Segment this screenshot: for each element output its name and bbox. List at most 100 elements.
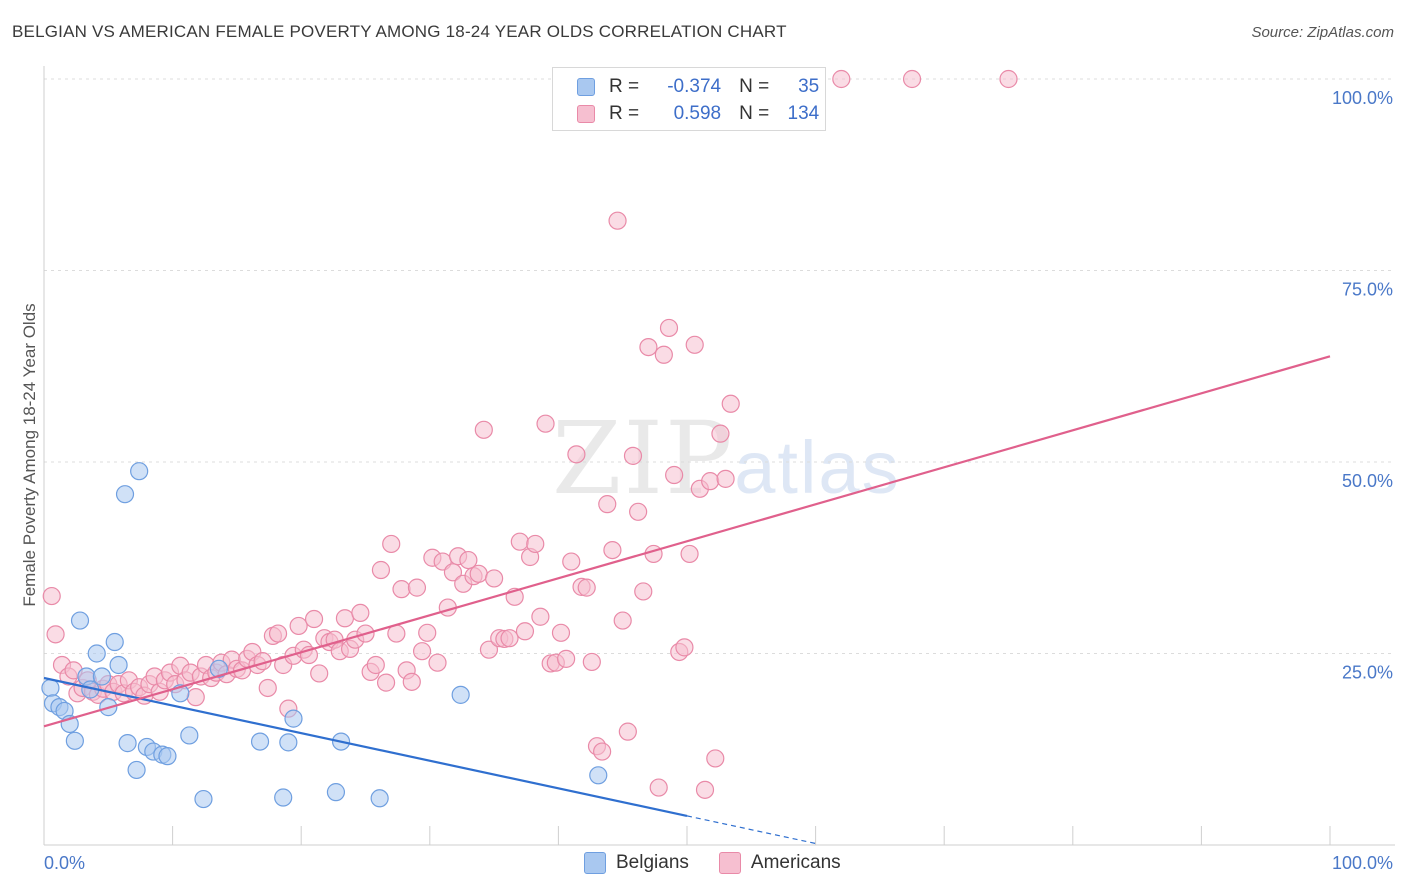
american-point — [515, 622, 535, 641]
belgians-swatch-icon — [577, 78, 595, 96]
watermark-atlas: atlas — [734, 426, 901, 509]
american-point — [832, 69, 851, 89]
american-point — [407, 578, 427, 597]
american-point — [608, 211, 627, 230]
american-point — [289, 616, 308, 636]
belgian-point — [326, 783, 346, 802]
belgian-point — [127, 760, 146, 780]
x-tick-label: 100.0% — [1332, 853, 1393, 873]
american-point — [500, 629, 519, 648]
belgian-point — [92, 667, 111, 686]
belgian-point — [370, 789, 389, 808]
y-tick-label: 100.0% — [1332, 88, 1393, 108]
legend-row-belgians: R = -0.374 N = 35 — [577, 75, 819, 99]
american-point — [711, 424, 730, 443]
legend-n-label: N = — [739, 76, 770, 97]
american-point — [310, 664, 329, 683]
american-point — [485, 569, 504, 588]
american-point — [567, 445, 586, 464]
american-point — [42, 586, 61, 606]
legend-n-value: 134 — [787, 103, 820, 124]
belgians-trend-extension — [686, 815, 816, 845]
americans-legend-icon — [718, 852, 741, 874]
belgian-point — [589, 766, 608, 785]
american-point — [371, 560, 391, 580]
legend-item-americans[interactable]: Americans — [718, 852, 841, 874]
belgian-point — [118, 734, 137, 753]
american-point — [536, 414, 555, 433]
americans-trend-line — [43, 355, 1331, 728]
american-point — [902, 69, 922, 89]
american-point — [603, 540, 622, 560]
belgian-point — [109, 655, 128, 675]
belgian-point — [250, 732, 270, 751]
belgian-point — [70, 611, 90, 630]
belgian-point — [105, 632, 124, 652]
belgian-point — [130, 462, 149, 481]
american-point — [382, 534, 401, 554]
y-tick-label: 50.0% — [1342, 471, 1393, 491]
american-point — [335, 609, 355, 628]
y-tick-label: 75.0% — [1342, 280, 1393, 300]
legend-r-label: R = — [609, 76, 640, 97]
american-point — [629, 502, 648, 521]
american-point — [459, 550, 478, 570]
american-point — [418, 623, 437, 642]
american-point — [649, 778, 668, 797]
belgian-point — [209, 659, 228, 678]
american-point — [46, 625, 65, 644]
y-tick-label: 25.0% — [1342, 663, 1393, 683]
american-point — [304, 609, 324, 629]
american-point — [402, 672, 421, 691]
american-point — [706, 749, 725, 768]
american-point — [551, 623, 571, 642]
belgian-point — [87, 644, 106, 663]
american-point — [443, 563, 463, 582]
belgian-point — [41, 678, 60, 698]
american-point — [659, 318, 679, 338]
belgian-point — [158, 747, 177, 766]
american-point — [701, 472, 720, 491]
belgian-point — [65, 731, 84, 750]
legend-r-value: 0.598 — [673, 103, 722, 124]
belgian-point — [194, 789, 213, 809]
american-point — [695, 780, 715, 799]
american-point — [675, 638, 694, 657]
american-point — [474, 420, 493, 439]
chart-title: BELGIAN VS AMERICAN FEMALE POVERTY AMONG… — [12, 22, 787, 41]
american-point — [412, 642, 432, 661]
belgian-point — [279, 733, 298, 752]
american-point — [634, 582, 653, 601]
american-point — [623, 446, 643, 465]
american-point — [351, 603, 370, 623]
american-point — [531, 607, 550, 626]
series-legend: Belgians Americans — [584, 852, 871, 874]
american-point — [526, 534, 545, 554]
belgian-point — [115, 485, 135, 504]
y-axis-label: Female Poverty Among 18-24 Year Olds — [20, 303, 39, 606]
legend-label-belgians: Belgians — [616, 852, 689, 873]
american-point — [639, 338, 658, 357]
belgian-point — [451, 685, 470, 704]
belgian-point — [180, 726, 199, 745]
american-point — [721, 394, 740, 413]
american-point — [186, 688, 205, 707]
american-point — [618, 722, 637, 741]
american-point — [716, 469, 735, 488]
chart-source: Source: ZipAtlas.com — [1251, 24, 1394, 41]
american-point — [562, 552, 581, 571]
americans-swatch-icon — [577, 105, 595, 123]
american-point — [598, 495, 617, 514]
american-point — [510, 532, 529, 551]
american-point — [685, 335, 704, 354]
legend-row-americans: R = 0.598 N = 134 — [577, 102, 819, 126]
american-point — [392, 580, 411, 599]
legend-label-americans: Americans — [750, 852, 841, 873]
american-point — [613, 611, 632, 630]
american-point — [644, 544, 663, 564]
correlation-legend: R = -0.374 N = 35 R = 0.598 N = 134 — [552, 67, 826, 131]
belgian-point — [284, 709, 303, 728]
legend-n-label: N = — [739, 103, 770, 124]
legend-item-belgians[interactable]: Belgians — [584, 852, 689, 874]
